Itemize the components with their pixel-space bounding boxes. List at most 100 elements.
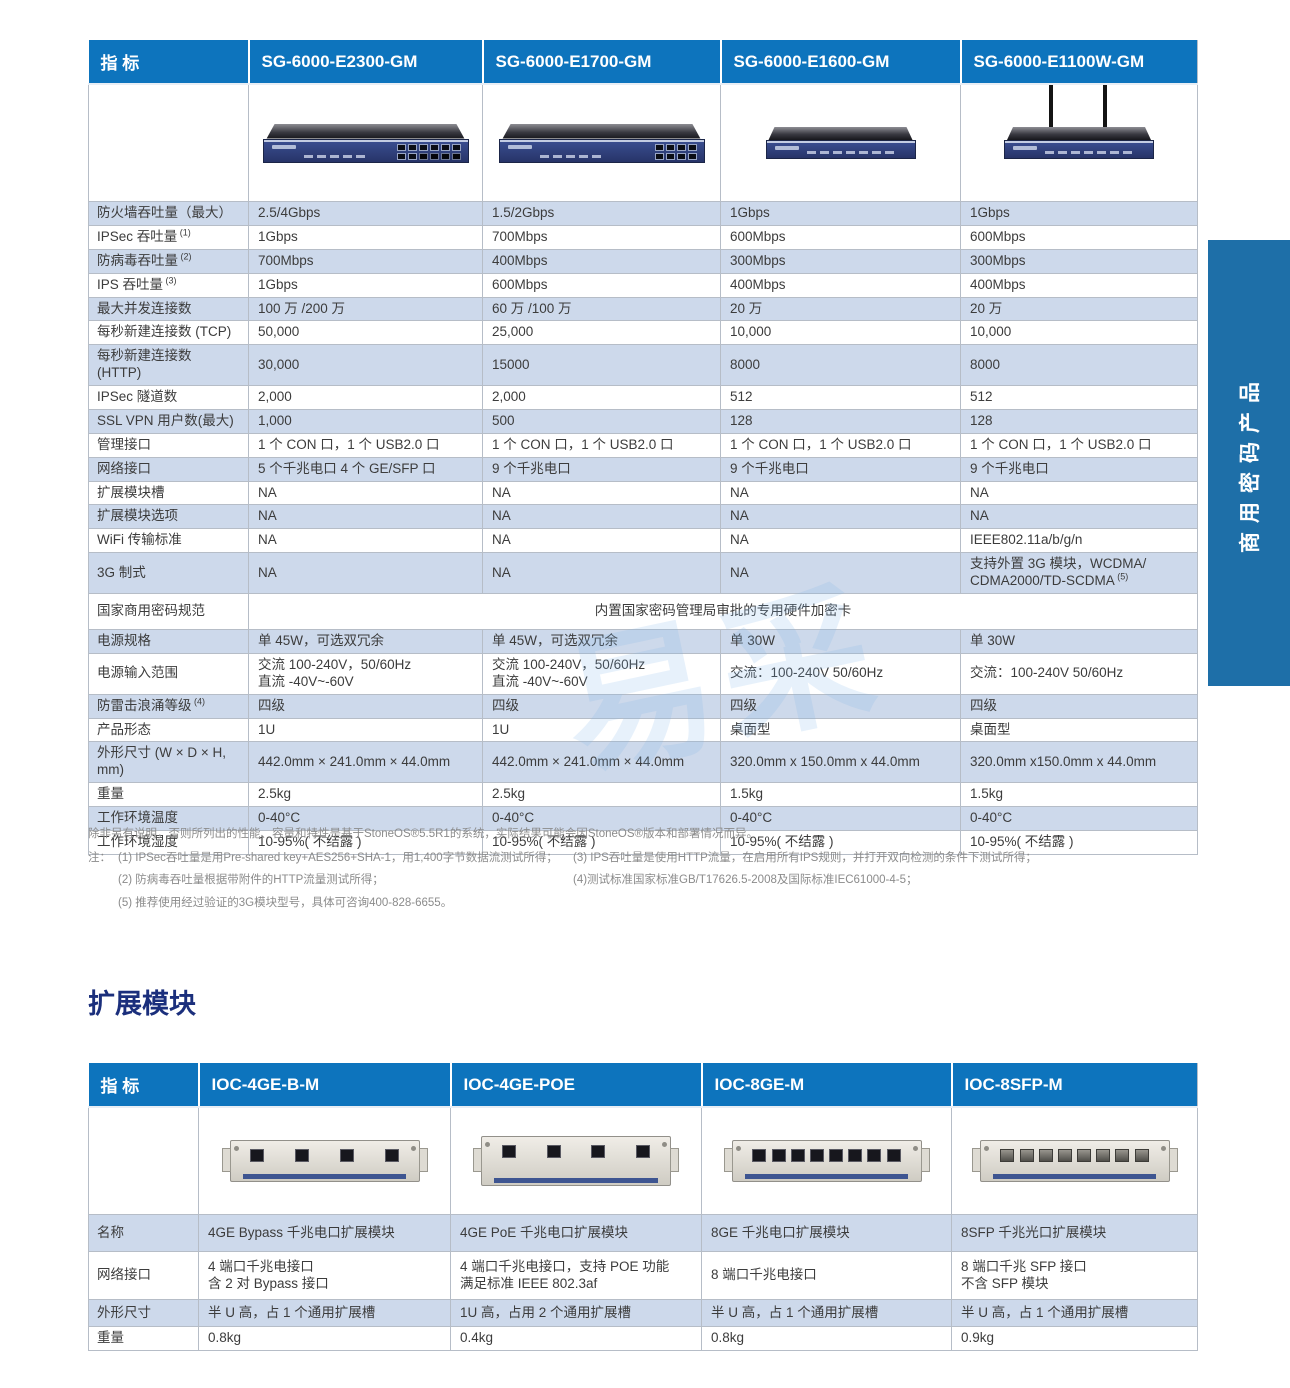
spec-value-cell: 交流：100-240V 50/60Hz: [960, 652, 1198, 695]
row-label: 3G 制式: [88, 552, 249, 594]
value-line: 含 2 对 Bypass 接口: [208, 1275, 329, 1291]
table-row: 扩展模块槽 NA NA NA NA: [88, 480, 1198, 506]
sfp-port-icon: [501, 1145, 516, 1158]
module-image-ioc-8sfp-m: [971, 1140, 1178, 1182]
spec-value-cell: 500: [482, 408, 721, 434]
device-top-panel: [502, 123, 701, 139]
spec-value-cell: 10,000: [960, 320, 1198, 346]
spec-value-cell: 1 个 CON 口，1 个 USB2.0 口: [720, 432, 961, 458]
spec-value-cell: NA: [248, 504, 483, 530]
spec-value-cell: 半 U 高，占 1 个通用扩展槽: [701, 1299, 952, 1327]
module-rail: [744, 1174, 909, 1179]
rj45-port-icon: [440, 143, 450, 151]
spec-value-cell: 512: [960, 385, 1198, 410]
spec-value-cell: NA: [248, 528, 483, 554]
spec-value-cell: 9 个千兆电口: [482, 456, 721, 482]
sfp-port-icon: [1077, 1149, 1092, 1162]
table-row: 国家商用密码规范 内置国家密码管理局审批的专用硬件加密卡: [88, 592, 1198, 630]
screw-icon: [410, 1146, 416, 1151]
rj45-port-icon: [418, 143, 428, 151]
rj45-port-icon: [429, 143, 439, 151]
sfp-port-icon: [451, 152, 461, 160]
led-mark-icon: [832, 151, 842, 154]
rj45-port-icon: [407, 143, 417, 151]
spec-value-cell: 4 端口千兆电接口，支持 POE 功能 满足标准 IEEE 802.3af: [450, 1251, 702, 1300]
device-front-panel: [1004, 140, 1154, 159]
value-line: 不含 SFP 模块: [961, 1275, 1049, 1291]
column-header-ioc-8sfp-m: IOC-8SFP-M: [951, 1063, 1198, 1108]
column-header-ioc-4ge-b-m: IOC-4GE-B-M: [198, 1063, 452, 1108]
table-row: 防火墙吞吐量（最大） 2.5/4Gbps 1.5/2Gbps 1Gbps 1Gbps: [88, 201, 1198, 226]
led-mark-icon: [1110, 151, 1119, 154]
spec-value-cell: 0.4kg: [450, 1326, 702, 1351]
spec-value-cell: 400Mbps: [482, 248, 721, 274]
mounting-ear-icon: [723, 1148, 733, 1172]
row-label: 防病毒吞吐量 (2): [88, 248, 249, 274]
mounting-ear-icon: [670, 1148, 679, 1172]
spec-value-cell: 1U: [482, 717, 721, 743]
led-mark-icon: [884, 151, 894, 154]
rj45-port-icon: [829, 1149, 844, 1162]
column-header-sg-6000-e1100w-gm: SG-6000-E1100W-GM: [960, 40, 1198, 85]
footnote-ref: (4): [191, 696, 205, 707]
sfp-port-icon: [1038, 1149, 1053, 1162]
spec-value-cell: 桌面型: [960, 717, 1198, 743]
row-label: 名称: [88, 1214, 199, 1252]
rj45-port-icon: [771, 1149, 786, 1162]
value-line: 支持外置 3G 模块，WCDMA/: [970, 556, 1147, 572]
table-row: 扩展模块选项 NA NA NA NA: [88, 504, 1198, 530]
screw-icon: [485, 1142, 490, 1147]
image-row-label-cell: [88, 83, 249, 202]
module-rail: [992, 1174, 1157, 1179]
table-row: 外形尺寸 (W × D × H, mm) 442.0mm × 241.0mm × …: [88, 741, 1198, 784]
spec-value-cell: 700Mbps: [248, 248, 483, 274]
device-front-panel: [498, 138, 705, 163]
mounting-ear-icon: [221, 1148, 231, 1172]
spec-value-cell: 4 端口千兆电接口含 2 对 Bypass 接口: [198, 1251, 451, 1300]
rj45-port-icon: [790, 1149, 805, 1162]
row-label: IPSec 吞吐量 (1): [88, 224, 249, 250]
spec-value-cell: 2.5kg: [248, 782, 483, 807]
spec-value-cell: 600Mbps: [720, 224, 961, 250]
row-label: 防火墙吞吐量（最大）: [88, 201, 249, 226]
rj45-port-icon: [384, 1149, 399, 1162]
spec-value-cell: NA: [482, 552, 721, 594]
led-marks: [806, 151, 894, 154]
screw-icon: [662, 1142, 667, 1147]
spec-value-cell: 8 端口千兆电接口: [701, 1251, 952, 1300]
spec-value-cell: 交流 100-240V，50/60Hz 直流 -40V~-60V: [248, 652, 483, 695]
led-mark-icon: [1058, 151, 1067, 154]
spec-value-cell: 半 U 高，占 1 个通用扩展槽: [951, 1299, 1198, 1327]
footnote-intro: 除非另有说明，否则所列出的性能、容量和特性是基于StoneOS®5.5R1的系统…: [88, 828, 758, 840]
spec-value-cell: NA: [960, 480, 1198, 506]
table-row: 外形尺寸半 U 高，占 1 个通用扩展槽 1U 高，占用 2 个通用扩展槽半 U …: [88, 1299, 1198, 1327]
spec-value-cell: 400Mbps: [720, 272, 961, 298]
table-row: 名称 4GE Bypass 千兆电口扩展模块 4GE PoE 千兆电口扩展模块 8GE…: [88, 1214, 1198, 1252]
value-line: 8 端口千兆 SFP 接口: [961, 1258, 1087, 1274]
rj45-port-icon: [396, 152, 406, 160]
spec-value-cell: IEEE802.11a/b/g/n: [960, 528, 1198, 554]
row-label: 最大并发连接数: [88, 296, 249, 322]
spec-value-cell: 442.0mm × 241.0mm × 44.0mm: [248, 741, 483, 784]
footnote-row: (2) 防病毒吞吐量根据带附件的HTTP流量测试所得； (4)测试标准国家标准GB…: [88, 872, 1197, 889]
module-rail: [242, 1174, 407, 1179]
module-image-ioc-4ge-poe: [473, 1136, 679, 1186]
spec-value-cell: 1,000: [248, 408, 483, 434]
spec-value-cell: 50,000: [248, 320, 483, 346]
led-marks: [1045, 151, 1132, 154]
spec-value-cell: 320.0mm x150.0mm x 44.0mm: [960, 741, 1198, 784]
table-row: 电源规格单 45W，可选双冗余单 45W，可选双冗余单 30W 单 30W: [88, 628, 1198, 654]
spec-value-cell: 四级: [960, 693, 1198, 719]
product-image-cell: [960, 83, 1198, 202]
spec-value-cell: 8000: [720, 344, 961, 386]
rj45-port-icon: [665, 143, 675, 151]
footnote-item: (5) 推荐使用经过验证的3G模块型号，具体可咨询400-828-6655。: [118, 897, 453, 910]
led-mark-icon: [329, 154, 339, 158]
sfp-port-icon: [546, 1145, 561, 1158]
spec-value-cell: 0.9kg: [951, 1326, 1198, 1351]
module-image-ioc-4ge-b-m: [221, 1140, 428, 1182]
screw-icon: [983, 1146, 989, 1151]
led-mark-icon: [1097, 151, 1106, 154]
sfp-port-icon: [1019, 1149, 1034, 1162]
table-row: IPSec 隧道数 2,000 2,000 512 512: [88, 385, 1198, 410]
